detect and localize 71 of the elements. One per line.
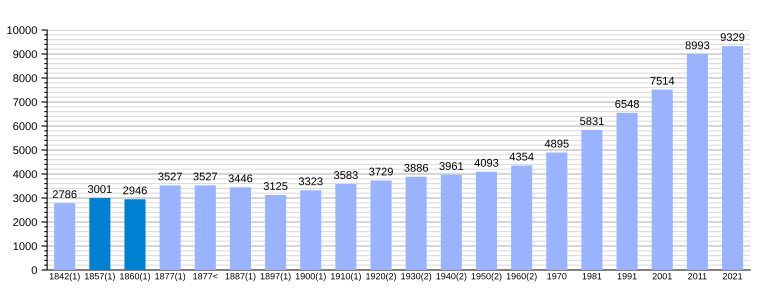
- y-tick-label: 1000: [14, 242, 37, 250]
- y-tick-label: 0: [32, 266, 37, 274]
- x-tick-label: 1877(1): [155, 272, 186, 282]
- bar: [300, 190, 322, 270]
- data-label: 6548: [615, 100, 639, 108]
- data-label: 3446: [228, 174, 252, 182]
- data-label: 3583: [334, 171, 358, 180]
- x-tick-label: 1950(2): [472, 272, 502, 282]
- y-tick-label: 2000: [13, 218, 37, 226]
- bar: [406, 176, 427, 270]
- data-label: 2786: [52, 190, 77, 198]
- x-tick-label: 1940(2): [436, 272, 466, 282]
- x-tick-label: 1981: [582, 273, 602, 280]
- bar: [616, 112, 638, 270]
- x-tick-label: 1991: [618, 273, 637, 280]
- bar: [54, 203, 76, 270]
- bar: [652, 90, 673, 270]
- data-label: 4093: [474, 158, 498, 167]
- data-label: 3729: [369, 168, 393, 176]
- x-tick-label: 1920(2): [366, 272, 396, 282]
- bar: [335, 184, 356, 270]
- bar: [546, 152, 568, 270]
- bar: [124, 199, 146, 270]
- y-tick-label: 3000: [13, 194, 37, 202]
- y-tick-label: 8000: [13, 74, 37, 82]
- data-label: 8993: [686, 41, 710, 50]
- x-tick-label: 2001: [652, 273, 672, 280]
- data-label: 3527: [193, 172, 218, 180]
- y-tick-label: 5000: [13, 146, 37, 154]
- x-tick-label: 1842(1): [50, 272, 80, 282]
- data-label: 4895: [544, 140, 569, 148]
- x-tick-label: 1900(1): [296, 272, 326, 282]
- x-tick-label: 1857(1): [84, 272, 115, 282]
- y-tick-label: 4000: [12, 170, 37, 178]
- y-tick-label: 6000: [13, 122, 37, 130]
- x-tick-label: 1960(2): [506, 272, 537, 282]
- data-label: 3886: [404, 164, 428, 172]
- data-label: 3961: [439, 162, 464, 170]
- data-label: 3001: [88, 185, 112, 193]
- x-tick-label: 2021: [722, 273, 742, 280]
- bar: [722, 46, 744, 270]
- bar: [160, 185, 181, 270]
- x-tick-label: 1887(1): [226, 272, 256, 282]
- data-label: 3125: [264, 182, 288, 190]
- bar: [440, 174, 462, 270]
- bar: [370, 180, 392, 270]
- bar: [194, 185, 216, 270]
- data-label: 4354: [510, 152, 534, 161]
- x-tick-label: 1877<: [193, 273, 218, 280]
- bar: [476, 172, 498, 270]
- data-label: 7514: [650, 76, 674, 85]
- data-label: 3323: [298, 177, 323, 186]
- y-tick-label: 10000: [7, 26, 37, 34]
- bar: [265, 195, 286, 270]
- x-tick-label: 2011: [688, 273, 707, 280]
- data-label: 9329: [720, 33, 744, 42]
- x-tick-label: 1910(1): [331, 272, 361, 282]
- bar: [581, 130, 602, 270]
- data-label: 3527: [158, 172, 182, 180]
- bar: [230, 187, 251, 270]
- y-tick-label: 7000: [13, 98, 37, 106]
- bar: [89, 198, 110, 270]
- x-tick-label: 1970: [547, 273, 566, 280]
- x-tick-label: 1860(1): [120, 272, 150, 282]
- x-tick-label: 1897(1): [260, 272, 291, 282]
- data-label: 5831: [580, 117, 604, 126]
- data-label: 2946: [123, 186, 147, 194]
- bar: [686, 54, 708, 270]
- x-tick-label: 1930(2): [401, 272, 432, 282]
- y-tick-label: 9000: [13, 50, 37, 58]
- bar: [511, 166, 532, 270]
